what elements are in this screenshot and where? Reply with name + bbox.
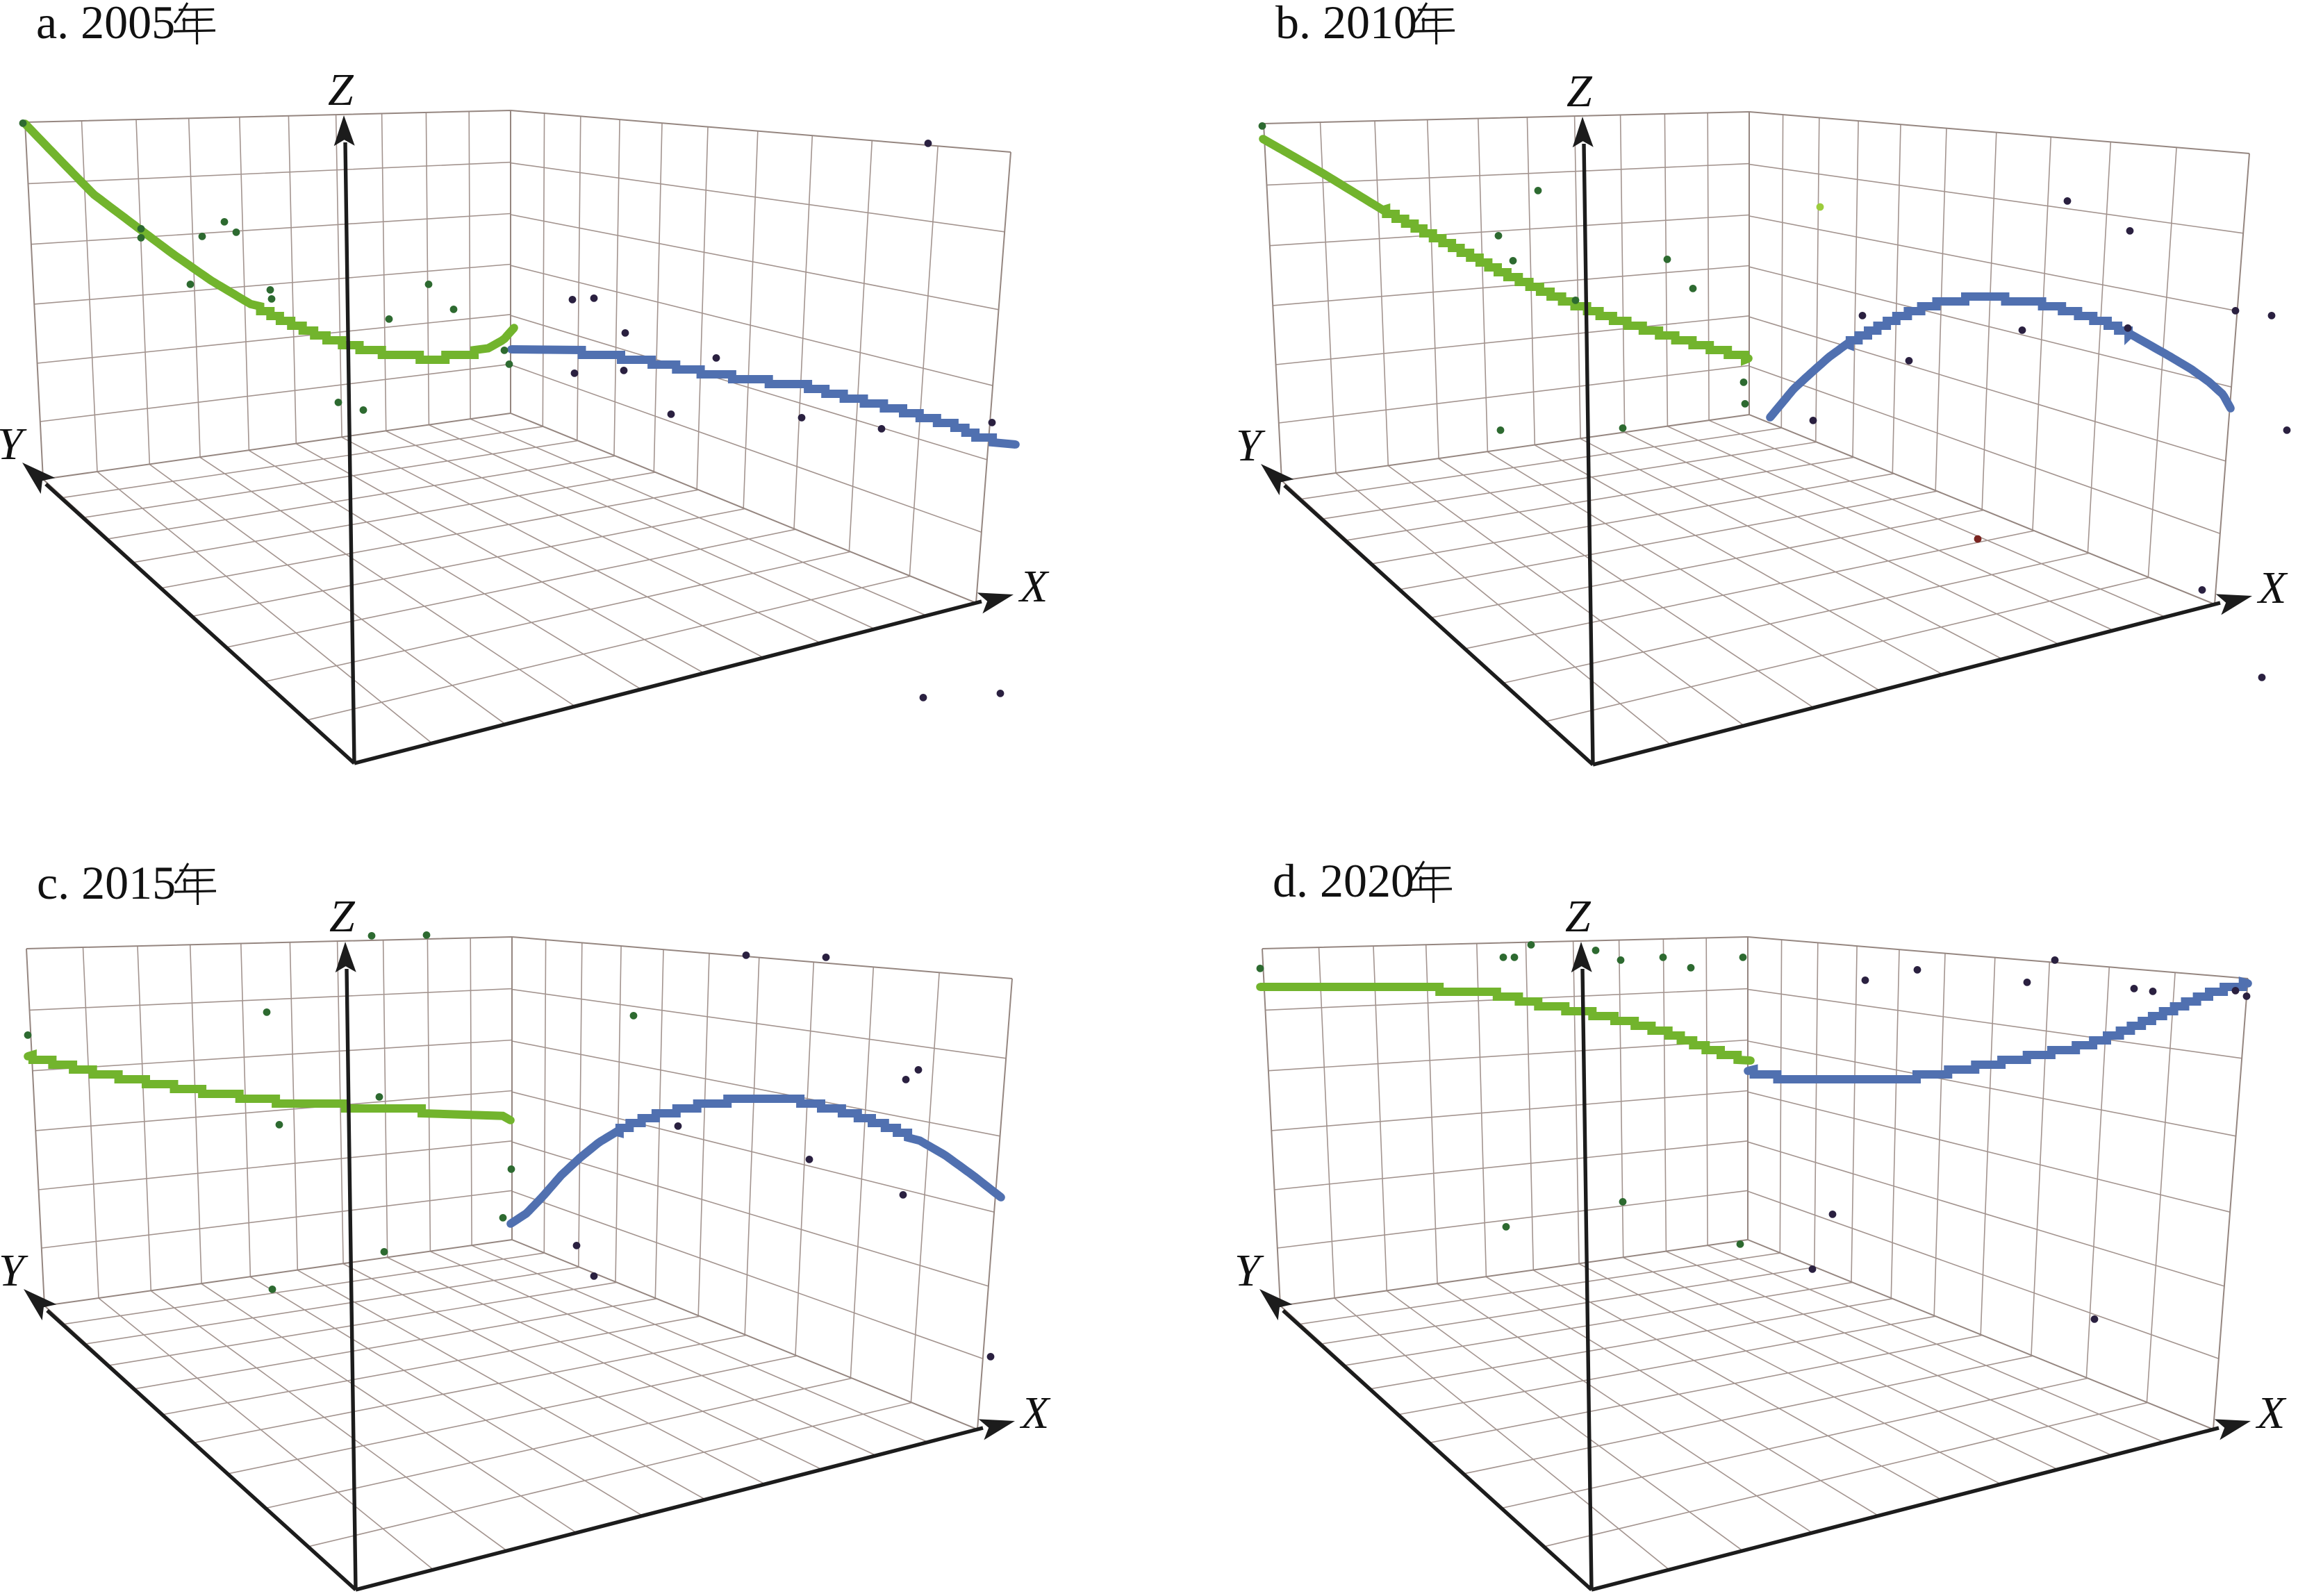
- svg-text:a. 2005: a. 2005: [36, 0, 175, 49]
- svg-text:b. 2010: b. 2010: [1275, 0, 1417, 49]
- svg-text:d. 2020: d. 2020: [1273, 854, 1414, 907]
- svg-text:c. 2015: c. 2015: [37, 856, 176, 909]
